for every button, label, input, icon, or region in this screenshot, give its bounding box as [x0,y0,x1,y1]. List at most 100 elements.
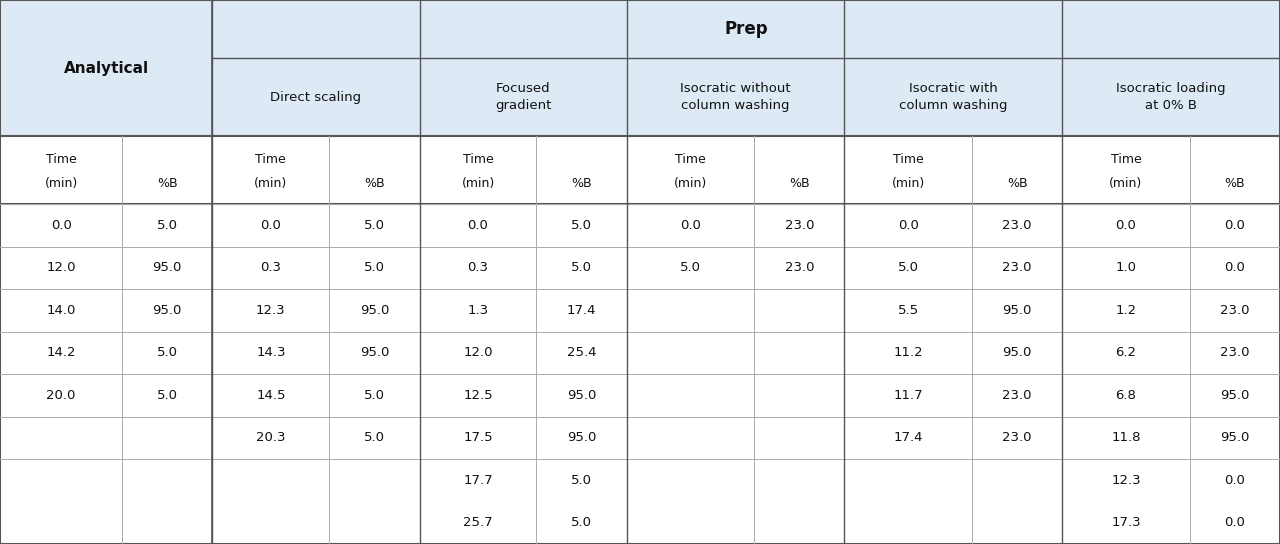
Text: 95.0: 95.0 [567,389,596,402]
Text: 17.4: 17.4 [893,431,923,444]
Text: 95.0: 95.0 [1002,304,1032,317]
Text: 14.0: 14.0 [46,304,76,317]
Text: 5.5: 5.5 [897,304,919,317]
Text: 14.5: 14.5 [256,389,285,402]
Text: 1.2: 1.2 [1115,304,1137,317]
Text: (min): (min) [1110,177,1143,190]
Text: Analytical: Analytical [64,60,148,76]
Bar [212,58,420,136]
Text: 0.0: 0.0 [1225,474,1245,487]
Text: 6.2: 6.2 [1115,346,1137,359]
Text: Time: Time [893,153,924,166]
Text: (min): (min) [255,177,288,190]
Text: 11.8: 11.8 [1111,431,1140,444]
Text: 95.0: 95.0 [360,304,389,317]
Bar [212,0,1280,58]
Bar [627,58,845,136]
Text: 20.3: 20.3 [256,431,285,444]
Text: 23.0: 23.0 [1002,431,1032,444]
Text: 0.3: 0.3 [467,261,489,274]
Text: 0.0: 0.0 [1116,219,1137,232]
Text: 0.0: 0.0 [897,219,919,232]
Text: 0.3: 0.3 [260,261,282,274]
Text: 5.0: 5.0 [157,219,178,232]
Text: 5.0: 5.0 [364,261,385,274]
Text: 95.0: 95.0 [1220,431,1249,444]
Text: 11.7: 11.7 [893,389,923,402]
Text: Time: Time [46,153,77,166]
Text: 95.0: 95.0 [1002,346,1032,359]
Text: 5.0: 5.0 [571,219,593,232]
Text: 95.0: 95.0 [152,304,182,317]
Bar [0,0,212,136]
Text: 23.0: 23.0 [785,261,814,274]
Text: Direct scaling: Direct scaling [270,91,361,104]
Text: 5.0: 5.0 [157,346,178,359]
Text: 5.0: 5.0 [571,474,593,487]
Text: 17.7: 17.7 [463,474,493,487]
Text: 20.0: 20.0 [46,389,76,402]
Text: (min): (min) [673,177,707,190]
Text: 0.0: 0.0 [1225,516,1245,529]
Text: 25.7: 25.7 [463,516,493,529]
Text: 5.0: 5.0 [571,261,593,274]
Text: 1.0: 1.0 [1115,261,1137,274]
Text: 17.5: 17.5 [463,431,493,444]
Text: 5.0: 5.0 [364,431,385,444]
Text: 0.0: 0.0 [1225,261,1245,274]
Text: 0.0: 0.0 [467,219,489,232]
Text: 95.0: 95.0 [1220,389,1249,402]
Text: 23.0: 23.0 [1002,261,1032,274]
Text: 14.3: 14.3 [256,346,285,359]
Text: 5.0: 5.0 [571,516,593,529]
Text: 23.0: 23.0 [1220,346,1249,359]
Text: 5.0: 5.0 [157,389,178,402]
Text: 0.0: 0.0 [1225,219,1245,232]
Text: 12.0: 12.0 [46,261,76,274]
Text: 5.0: 5.0 [364,389,385,402]
Text: 95.0: 95.0 [567,431,596,444]
Text: Time: Time [256,153,287,166]
Text: Focused
gradient: Focused gradient [495,82,552,112]
Text: 25.4: 25.4 [567,346,596,359]
Text: Time: Time [675,153,705,166]
Text: 12.3: 12.3 [256,304,285,317]
Bar [0,204,1280,544]
Text: 95.0: 95.0 [152,261,182,274]
Text: 23.0: 23.0 [785,219,814,232]
Bar [420,58,627,136]
Text: 23.0: 23.0 [1002,389,1032,402]
Text: 6.8: 6.8 [1116,389,1137,402]
Text: %B: %B [788,177,810,190]
Text: %B: %B [1007,177,1028,190]
Text: 12.5: 12.5 [463,389,493,402]
Text: 1.3: 1.3 [467,304,489,317]
Text: 23.0: 23.0 [1002,219,1032,232]
Text: 12.0: 12.0 [463,346,493,359]
Text: 0.0: 0.0 [260,219,282,232]
Text: 5.0: 5.0 [897,261,919,274]
Text: Isocratic loading
at 0% B: Isocratic loading at 0% B [1116,82,1226,112]
Text: 95.0: 95.0 [360,346,389,359]
Text: 5.0: 5.0 [364,219,385,232]
Bar [0,136,1280,204]
Text: %B: %B [157,177,178,190]
Text: %B: %B [571,177,591,190]
Bar [845,58,1062,136]
Text: Isocratic without
column washing: Isocratic without column washing [680,82,791,112]
Text: Isocratic with
column washing: Isocratic with column washing [899,82,1007,112]
Text: %B: %B [1225,177,1245,190]
Text: (min): (min) [461,177,494,190]
Text: Prep: Prep [724,20,768,38]
Text: 11.2: 11.2 [893,346,923,359]
Text: (min): (min) [892,177,925,190]
Text: 23.0: 23.0 [1220,304,1249,317]
Text: 0.0: 0.0 [51,219,72,232]
Text: Time: Time [1111,153,1142,166]
Text: 14.2: 14.2 [46,346,76,359]
Text: 17.4: 17.4 [567,304,596,317]
Text: 0.0: 0.0 [680,219,701,232]
Text: 17.3: 17.3 [1111,516,1140,529]
Text: 5.0: 5.0 [680,261,701,274]
Text: %B: %B [364,177,385,190]
